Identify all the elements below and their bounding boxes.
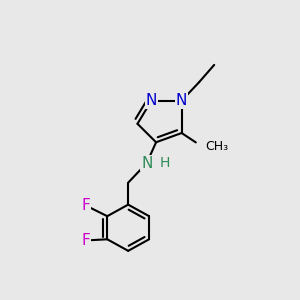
Text: F: F xyxy=(82,233,91,248)
Text: H: H xyxy=(160,156,170,170)
Text: N: N xyxy=(141,155,152,170)
Text: N: N xyxy=(146,93,157,108)
Text: F: F xyxy=(82,198,91,213)
Text: N: N xyxy=(176,93,187,108)
Text: CH₃: CH₃ xyxy=(205,140,228,153)
